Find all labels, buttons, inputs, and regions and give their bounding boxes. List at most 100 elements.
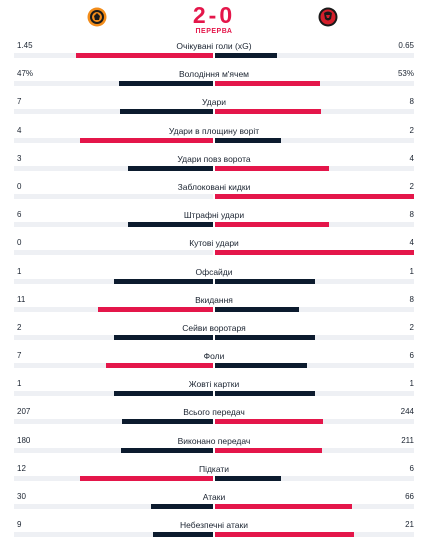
stat-home-value: 207	[17, 407, 31, 417]
stat-away-bar	[215, 306, 299, 312]
stat-home-value: 9	[17, 520, 22, 530]
stat-away-value: 4	[409, 238, 414, 248]
stat-away-value: 21	[405, 520, 414, 530]
stat-home-track	[14, 532, 213, 538]
stat-home-bar	[153, 532, 213, 538]
stat-label: Виконано передач	[177, 435, 251, 446]
stat-away-track	[215, 447, 414, 453]
stat-label: Заблоковані кидки	[177, 181, 251, 192]
stat-home-value: 0	[17, 181, 22, 191]
stat-away-track	[215, 306, 414, 312]
stat-home-bar	[97, 306, 213, 312]
stat-away-track	[215, 250, 414, 256]
stat-away-bar	[215, 137, 282, 143]
stat-label: Всього передач	[183, 407, 245, 418]
stat-home-value: 47%	[17, 69, 34, 79]
stat-home-track	[14, 334, 213, 340]
stat-row: 3 Удари повз ворота 4	[0, 151, 428, 179]
stat-home-track	[14, 419, 213, 425]
shakhtar-crest-icon[interactable]	[87, 7, 107, 27]
match-header: 2-0 ПЕРЕРВА	[0, 0, 428, 38]
stat-home-bar	[105, 363, 213, 369]
stat-away-bar	[215, 334, 315, 340]
stat-home-track	[14, 222, 213, 228]
stat-away-bar	[215, 81, 321, 87]
stat-row: 7 Удари 8	[0, 94, 428, 122]
stat-away-bar	[215, 391, 315, 397]
stat-row: 180 Виконано передач 211	[0, 433, 428, 461]
stat-home-track	[14, 475, 213, 481]
stat-away-track	[215, 53, 414, 58]
stat-home-bar	[150, 504, 213, 509]
stat-away-value: 8	[409, 97, 414, 107]
stat-home-value: 2	[17, 322, 22, 332]
stat-away-value: 1	[409, 266, 414, 276]
stat-away-track	[215, 475, 414, 481]
stat-home-track	[14, 391, 213, 397]
rennes-crest-icon[interactable]	[318, 7, 338, 27]
stat-away-bar	[215, 419, 323, 425]
stat-home-bar	[119, 81, 213, 87]
stat-row: 207 Всього передач 244	[0, 404, 428, 432]
stat-away-bar	[215, 250, 414, 256]
stat-home-track	[14, 504, 213, 509]
stat-home-bar	[120, 109, 213, 115]
stat-label: Офсайди	[195, 266, 233, 277]
match-status: ПЕРЕРВА	[195, 28, 233, 35]
stat-home-bar	[127, 222, 213, 228]
stat-home-value: 180	[17, 435, 31, 445]
stat-away-track	[215, 391, 414, 397]
stat-away-bar	[215, 278, 315, 284]
stat-home-bar	[121, 419, 213, 425]
stat-home-value: 1	[17, 379, 22, 389]
stat-away-track	[215, 137, 414, 143]
stat-label: Удари повз ворота	[177, 153, 251, 164]
stat-away-track	[215, 193, 414, 199]
stat-home-value: 30	[17, 492, 26, 501]
stat-row: 1.45 Очікувані голи (xG) 0.65	[0, 38, 428, 66]
stat-home-value: 3	[17, 153, 22, 163]
stat-home-track	[14, 193, 213, 199]
stat-label: Фоли	[203, 351, 225, 362]
stat-home-track	[14, 278, 213, 284]
stat-home-track	[14, 109, 213, 115]
stat-away-bar	[215, 222, 329, 228]
stat-row: 47% Володіння м'ячем 53%	[0, 66, 428, 94]
stat-home-track	[14, 447, 213, 453]
stats-list: 1.45 Очікувані голи (xG) 0.65 47% Володіння …	[0, 38, 428, 538]
stat-away-track	[215, 81, 414, 87]
stat-away-track	[215, 278, 414, 284]
stat-home-bar	[113, 391, 213, 397]
stat-away-bar	[215, 475, 282, 481]
stat-label: Удари в площину воріт	[168, 125, 260, 136]
stat-row: 4 Удари в площину воріт 2	[0, 123, 428, 151]
stat-home-track	[14, 137, 213, 143]
match-score: 2-0	[192, 2, 236, 28]
stat-label: Удари	[202, 97, 226, 108]
stat-away-bar	[215, 447, 323, 453]
stat-away-value: 244	[400, 407, 414, 417]
stat-label: Штрафні удари	[183, 210, 245, 221]
stat-home-bar	[113, 334, 213, 340]
stat-label: Очікувані голи (xG)	[176, 41, 252, 51]
stat-label: Володіння м'ячем	[178, 69, 250, 80]
stat-label: Атаки	[202, 492, 226, 502]
stat-home-value: 7	[17, 97, 22, 107]
stat-home-bar	[75, 53, 213, 58]
stat-row: 0 Заблоковані кидки 2	[0, 179, 428, 207]
stat-away-bar	[215, 53, 277, 58]
stat-away-value: 8	[409, 210, 414, 220]
stat-away-bar	[215, 532, 355, 538]
stat-home-value: 4	[17, 125, 22, 135]
stat-away-bar	[215, 165, 329, 171]
stat-away-value: 0.65	[398, 41, 414, 50]
stat-away-value: 4	[409, 153, 414, 163]
stat-away-value: 1	[409, 379, 414, 389]
stat-away-value: 53%	[397, 69, 414, 79]
stat-away-bar	[215, 193, 414, 199]
stat-away-track	[215, 363, 414, 369]
stat-away-value: 66	[405, 492, 414, 501]
stat-home-bar	[80, 137, 213, 143]
stat-label: Підкати	[198, 463, 230, 474]
stat-away-bar	[215, 504, 352, 509]
